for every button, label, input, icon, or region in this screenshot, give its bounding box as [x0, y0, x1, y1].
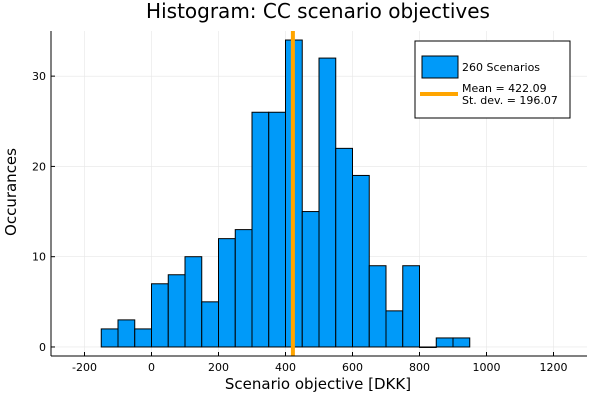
histogram-bars — [100, 39, 471, 348]
histogram-bar — [151, 283, 169, 348]
histogram-bar — [318, 57, 337, 348]
y-tick-label: 0 — [39, 341, 46, 354]
histogram-bar — [452, 337, 471, 348]
histogram-bar — [100, 328, 119, 348]
histogram-bar — [117, 319, 136, 348]
x-tick-label: 0 — [148, 361, 155, 374]
legend-box — [414, 40, 571, 119]
y-axis-ticks: 0 10 20 30 — [32, 70, 55, 354]
y-tick-label: 10 — [32, 251, 46, 264]
histogram-bar — [268, 111, 286, 348]
histogram-bar — [134, 328, 152, 348]
y-tick-label: 20 — [32, 160, 46, 173]
legend-label-stdev: St. dev. = 196.07 — [462, 94, 558, 107]
x-tick-label: -200 — [72, 361, 97, 374]
x-axis-ticks: -200 0 200 400 600 800 1000 1200 — [72, 352, 568, 374]
x-axis-label: Scenario objective [DKK] — [225, 375, 411, 393]
x-tick-label: 1200 — [540, 361, 568, 374]
chart-title: Histogram: CC scenario objectives — [146, 0, 490, 23]
x-tick-label: 800 — [409, 361, 430, 374]
histogram-bar — [167, 274, 186, 348]
x-tick-label: 1000 — [473, 361, 501, 374]
histogram-bar — [402, 265, 420, 348]
y-axis-label: Occurances — [2, 148, 20, 236]
histogram-bar — [218, 238, 236, 348]
legend-label-histogram: 260 Scenarios — [462, 61, 540, 74]
histogram-bar — [368, 265, 387, 348]
x-tick-label: 400 — [275, 361, 296, 374]
legend-label-mean: Mean = 422.09 — [462, 82, 547, 95]
histogram-bar — [435, 337, 454, 348]
y-tick-label: 30 — [32, 70, 46, 83]
histogram-bar — [385, 310, 404, 348]
histogram-bar — [301, 211, 320, 348]
histogram-bar — [184, 256, 203, 348]
histogram-bar — [234, 229, 253, 348]
legend: 260 Scenarios Mean = 422.09 St. dev. = 1… — [414, 40, 571, 119]
legend-swatch-histogram — [421, 55, 459, 79]
x-tick-label: 200 — [208, 361, 229, 374]
x-tick-label: 600 — [342, 361, 363, 374]
histogram-bar — [251, 111, 270, 348]
histogram-bar — [419, 346, 437, 348]
histogram-bar — [201, 301, 219, 348]
histogram-bar — [352, 174, 370, 348]
plot-frame — [50, 31, 587, 357]
histogram-bar — [335, 147, 353, 348]
